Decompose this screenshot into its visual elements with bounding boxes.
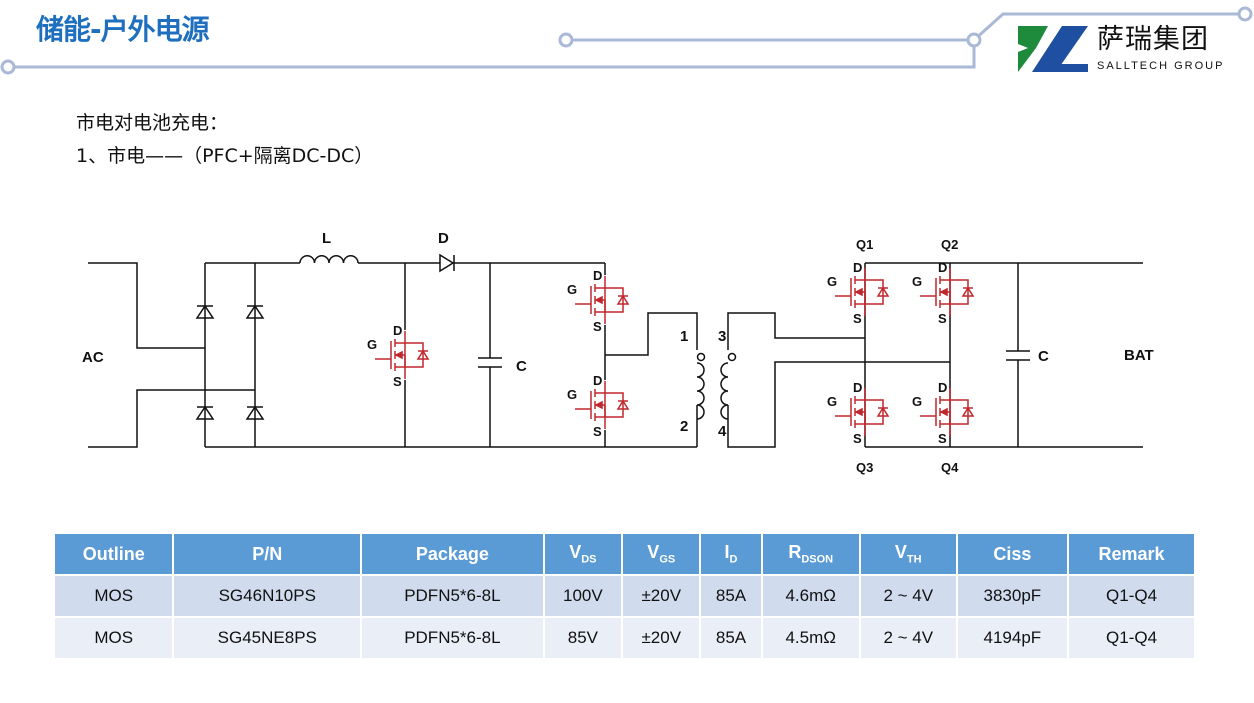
column-header: P/N bbox=[174, 534, 361, 576]
header-label: Remark bbox=[1098, 543, 1165, 564]
label-cap: C bbox=[1038, 348, 1049, 365]
table-cell: SG46N10PS bbox=[174, 576, 361, 618]
table-cell: MOS bbox=[55, 618, 173, 658]
header-subscript: DS bbox=[581, 553, 597, 566]
header-label: V bbox=[647, 542, 660, 563]
mosfet-gate-label: G bbox=[827, 394, 837, 409]
table-cell: 4.6mΩ bbox=[762, 576, 859, 618]
label-q1: Q1 bbox=[856, 237, 873, 252]
pin-3: 3 bbox=[718, 328, 726, 345]
column-header: ID bbox=[701, 534, 761, 576]
table-cell: SG45NE8PS bbox=[174, 618, 361, 658]
column-header: VTH bbox=[860, 534, 956, 576]
section-heading: 市电对电池充电： bbox=[76, 112, 229, 134]
header-label: I bbox=[724, 542, 730, 563]
circuit-diagram: AC BAT L D C C 1 2 3 4 Q1 Q2 Q3 Q4 G D S G D… bbox=[82, 230, 1154, 475]
table-cell: Q1-Q4 bbox=[1069, 618, 1194, 658]
header-label: Ciss bbox=[993, 543, 1032, 564]
mosfet-source-label: S bbox=[853, 431, 862, 446]
decorative-lines bbox=[0, 6, 1253, 75]
mosfet-icon bbox=[374, 330, 429, 380]
pin-1: 1 bbox=[680, 328, 688, 345]
mosfet-source-label: S bbox=[938, 311, 947, 326]
column-header: Package bbox=[362, 534, 543, 576]
table-cell: 4194pF bbox=[957, 618, 1068, 658]
mosfet-drain-label: D bbox=[853, 380, 862, 395]
mosfet-source-label: S bbox=[593, 319, 602, 334]
table-cell: 3830pF bbox=[957, 576, 1068, 618]
mosfet-gate-label: G bbox=[367, 337, 377, 352]
header-subscript: D bbox=[729, 553, 738, 566]
header-subscript: TH bbox=[906, 553, 922, 566]
table-cell: Q1-Q4 bbox=[1069, 576, 1194, 618]
mosfet-icon bbox=[574, 380, 629, 430]
mosfet-source-label: S bbox=[393, 374, 402, 389]
header-label: P/N bbox=[252, 543, 283, 564]
label-diode: D bbox=[438, 230, 449, 247]
mosfet-q1-icon bbox=[834, 267, 889, 317]
header-label: Package bbox=[415, 543, 489, 564]
table-cell: 85A bbox=[701, 618, 761, 658]
label-inductor: L bbox=[322, 230, 331, 247]
mosfet-gate-label: G bbox=[912, 394, 922, 409]
mosfet-source-label: S bbox=[853, 311, 862, 326]
column-header: Ciss bbox=[957, 534, 1068, 576]
table-row: MOS SG45NE8PS PDFN5*6-8L 85V ±20V 85A 4.5mΩ 2 ~… bbox=[55, 618, 1194, 658]
mosfet-gate-label: G bbox=[567, 282, 577, 297]
mosfet-drain-label: D bbox=[938, 380, 947, 395]
header-label: R bbox=[788, 542, 802, 563]
mosfet-source-label: S bbox=[593, 424, 602, 439]
mosfet-drain-label: D bbox=[938, 260, 947, 275]
header-subscript: GS bbox=[659, 553, 676, 566]
table-cell: 2 ~ 4V bbox=[860, 618, 956, 658]
section-subheading: 1、市电——（PFC+隔离DC-DC） bbox=[76, 145, 374, 167]
mosfet-q3-icon bbox=[834, 387, 889, 437]
label-q2: Q2 bbox=[941, 237, 958, 252]
table-cell: ±20V bbox=[623, 618, 700, 658]
mosfet-gate-label: G bbox=[827, 274, 837, 289]
table-cell: 85A bbox=[701, 576, 761, 618]
mosfet-source-label: S bbox=[938, 431, 947, 446]
table-row: MOS SG46N10PS PDFN5*6-8L 100V ±20V 85A 4.6mΩ 2 … bbox=[55, 576, 1194, 618]
table-cell: MOS bbox=[55, 576, 173, 618]
logo-text: 萨瑞集团 bbox=[1097, 24, 1209, 55]
table-cell: PDFN5*6-8L bbox=[362, 618, 543, 658]
mosfet-q2-icon bbox=[919, 267, 974, 317]
column-header: VDS bbox=[544, 534, 622, 576]
header-subscript: DSON bbox=[801, 553, 834, 566]
mosfet-icon bbox=[574, 275, 629, 325]
mosfet-drain-label: D bbox=[593, 373, 602, 388]
mosfet-spec-table: Outline P/N Package VDS VGS ID RDSON VTH Ciss Rem… bbox=[53, 534, 1196, 658]
table-cell: 4.5mΩ bbox=[762, 618, 859, 658]
mosfet-drain-label: D bbox=[593, 268, 602, 283]
page-title: 储能-户外电源 bbox=[36, 13, 210, 46]
mosfet-gate-label: G bbox=[912, 274, 922, 289]
label-q3: Q3 bbox=[856, 460, 873, 475]
mosfet-q4-icon bbox=[919, 387, 974, 437]
table-cell: 2 ~ 4V bbox=[860, 576, 956, 618]
column-header: Remark bbox=[1069, 534, 1194, 576]
table-cell: 100V bbox=[544, 576, 622, 618]
logo-subtext: SALLTECH GROUP bbox=[1097, 60, 1225, 72]
salltech-logo bbox=[1018, 26, 1088, 72]
label-q4: Q4 bbox=[941, 460, 959, 475]
table-cell: PDFN5*6-8L bbox=[362, 576, 543, 618]
mosfet-drain-label: D bbox=[853, 260, 862, 275]
mosfet-drain-label: D bbox=[393, 323, 402, 338]
header-label: V bbox=[894, 542, 907, 563]
label-cap: C bbox=[516, 358, 527, 375]
column-header: Outline bbox=[55, 534, 173, 576]
header-label: V bbox=[569, 542, 582, 563]
pin-2: 2 bbox=[680, 418, 688, 435]
mosfet-gate-label: G bbox=[567, 387, 577, 402]
table-cell: ±20V bbox=[623, 576, 700, 618]
table-cell: 85V bbox=[544, 618, 622, 658]
column-header: VGS bbox=[623, 534, 700, 576]
header-label: Outline bbox=[82, 543, 145, 564]
label-ac: AC bbox=[82, 349, 104, 366]
label-bat: BAT bbox=[1124, 347, 1154, 364]
column-header: RDSON bbox=[762, 534, 859, 576]
pin-4: 4 bbox=[718, 423, 727, 440]
